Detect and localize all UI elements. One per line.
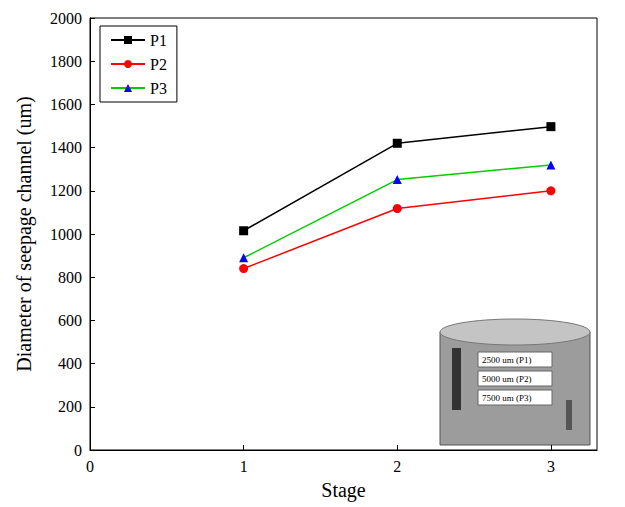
svg-text:2500 um (P1): 2500 um (P1) [482,355,532,365]
svg-text:P1: P1 [150,32,167,49]
svg-text:1800: 1800 [50,53,82,70]
svg-text:Diameter of seepage channel (u: Diameter of seepage channel (um) [13,96,36,371]
svg-text:0: 0 [74,442,82,459]
svg-text:1400: 1400 [50,139,82,156]
svg-text:600: 600 [58,312,82,329]
svg-text:1000: 1000 [50,226,82,243]
svg-text:2000: 2000 [50,10,82,27]
svg-text:1: 1 [240,458,248,475]
svg-text:P2: P2 [150,56,167,73]
svg-text:1200: 1200 [50,182,82,199]
svg-text:800: 800 [58,269,82,286]
svg-text:0: 0 [86,458,94,475]
svg-text:Stage: Stage [321,479,366,502]
svg-text:3: 3 [547,458,555,475]
svg-text:200: 200 [58,398,82,415]
svg-text:5000 um (P2): 5000 um (P2) [482,374,532,384]
svg-text:2: 2 [393,458,401,475]
svg-text:7500 um (P3): 7500 um (P3) [482,393,532,403]
svg-text:400: 400 [58,355,82,372]
svg-text:1600: 1600 [50,96,82,113]
svg-text:P3: P3 [150,80,167,97]
